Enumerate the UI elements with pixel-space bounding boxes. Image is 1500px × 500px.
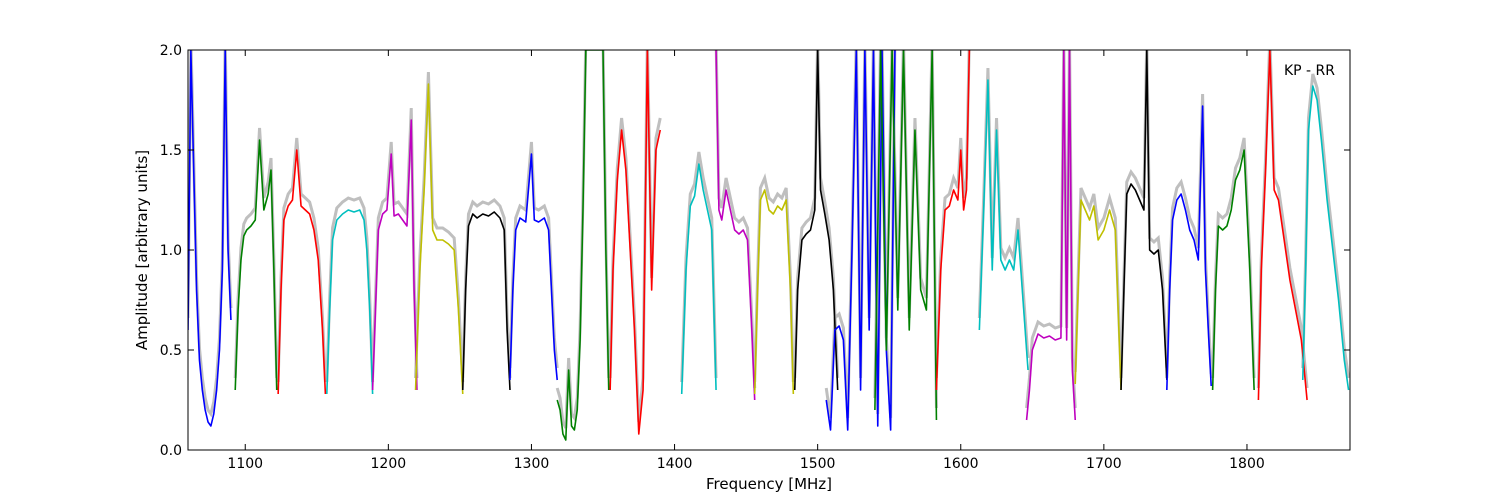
series-line-13: [753, 189, 795, 395]
background-trace-19: [1025, 50, 1077, 409]
background-trace-23: [1211, 137, 1256, 379]
background-trace-3: [276, 137, 327, 383]
series-line-10: [609, 50, 662, 435]
plot-frame: [187, 49, 1351, 451]
series-line-14: [793, 50, 839, 391]
series-line-21: [1120, 50, 1168, 391]
x-tick-label: 1300: [514, 456, 550, 472]
y-tick-label: 0.0: [160, 443, 182, 459]
series-line-5: [371, 119, 418, 391]
axis-layer: 1100 1200 1300 1400 1500 1600 1700 1800 0.0 0.5 1.…: [160, 43, 1350, 472]
series-line-2: [234, 139, 278, 391]
x-tick-label: 1400: [657, 456, 693, 472]
y-tick-label: 0.5: [160, 343, 182, 359]
series-line-23: [1211, 149, 1255, 391]
series-line-3: [277, 149, 327, 395]
series-line-9: [556, 50, 610, 441]
series-line-25: [1301, 85, 1350, 391]
x-tick-label: 1800: [1229, 456, 1265, 472]
x-tick-label: 1700: [1086, 456, 1122, 472]
background-trace-17: [934, 50, 971, 379]
series-line-20: [1074, 199, 1122, 391]
series-line-24: [1257, 50, 1308, 401]
series-line-1: [188, 50, 232, 427]
background-trace-12: [714, 50, 757, 389]
x-tick-label: 1600: [943, 456, 979, 472]
series-line-15: [825, 50, 896, 431]
y-tick-label: 1.0: [160, 243, 182, 259]
y-axis-label: Amplitude [arbitrary units]: [133, 150, 151, 350]
x-tick-label: 1100: [227, 456, 263, 472]
series-line-12: [715, 50, 756, 401]
annotation-label: KP - RR: [1284, 63, 1335, 79]
x-axis-label: Frequency [MHz]: [706, 475, 832, 493]
background-trace-4: [325, 196, 375, 383]
series-line-22: [1166, 105, 1212, 391]
background-trace-20: [1073, 187, 1123, 379]
series-line-11: [680, 163, 717, 395]
series-layer: [188, 50, 1350, 441]
x-tick-label: 1500: [800, 456, 836, 472]
series-line-7: [461, 211, 511, 391]
series-line-17: [935, 50, 971, 391]
y-tick-label: 1.5: [160, 143, 182, 159]
y-tick-label: 2.0: [160, 43, 182, 59]
series-line-4: [326, 209, 374, 395]
background-trace-11: [680, 151, 718, 383]
series-line-19: [1025, 50, 1077, 421]
x-tick-label: 1200: [371, 456, 407, 472]
series-line-16: [874, 50, 938, 421]
series-line-18: [978, 79, 1029, 371]
series-line-8: [509, 153, 559, 381]
series-line-6: [414, 83, 464, 395]
